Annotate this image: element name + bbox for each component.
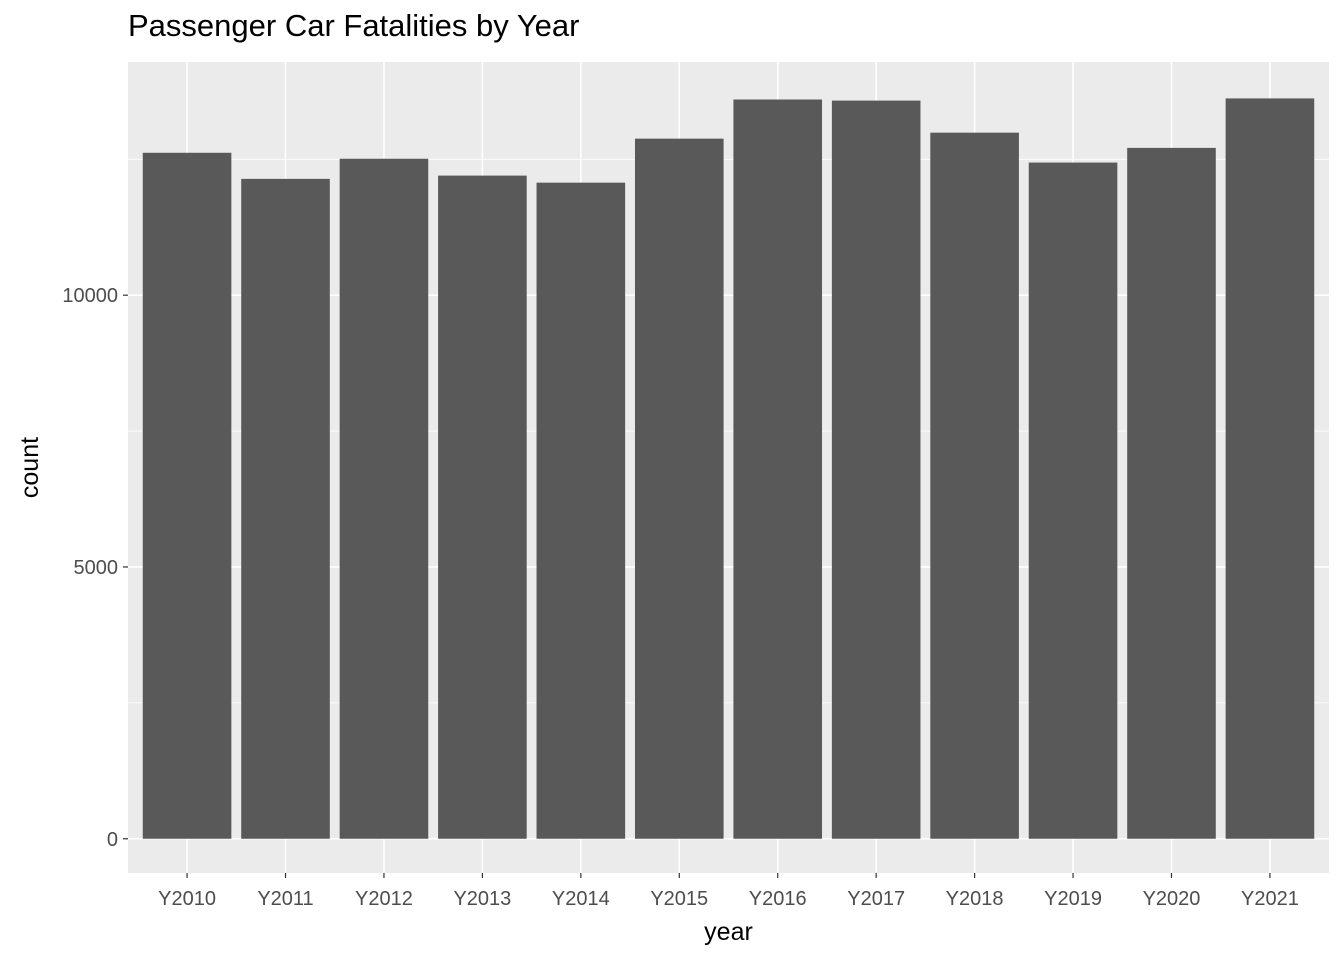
- y-axis-title: count: [16, 437, 44, 498]
- y-axis-ticks: 0 5000 10000: [62, 285, 128, 851]
- bar-Y2012: [339, 158, 429, 839]
- bars: [142, 98, 1315, 839]
- bar-Y2018: [930, 132, 1019, 839]
- x-tick-label: Y2013: [453, 888, 511, 910]
- x-tick-label: Y2012: [355, 888, 413, 910]
- x-tick-label: Y2017: [847, 888, 905, 910]
- x-axis-ticks: Y2010 Y2011 Y2012 Y2013 Y2014 Y2015 Y2016 Y2017…: [158, 873, 1299, 910]
- bar-Y2016: [733, 99, 823, 839]
- bar-Y2020: [1127, 147, 1216, 839]
- x-tick-label: Y2021: [1241, 888, 1299, 910]
- x-tick-label: Y2016: [749, 888, 807, 910]
- y-tick-label: 10000: [62, 285, 118, 307]
- bar-Y2014: [536, 182, 626, 839]
- bar-Y2015: [634, 138, 724, 839]
- y-tick-label: 5000: [74, 557, 119, 579]
- chart-title: Passenger Car Fatalities by Year: [128, 8, 580, 43]
- bar-Y2010: [142, 152, 232, 839]
- x-tick-label: Y2010: [158, 888, 216, 910]
- bar-Y2021: [1225, 98, 1315, 839]
- x-tick-label: Y2019: [1044, 888, 1102, 910]
- y-tick-label: 0: [107, 829, 118, 851]
- x-tick-label: Y2014: [552, 888, 610, 910]
- bar-Y2017: [831, 100, 921, 839]
- bar-Y2013: [438, 175, 527, 839]
- x-tick-label: Y2015: [650, 888, 708, 910]
- bar-Y2019: [1028, 162, 1118, 839]
- x-axis-title: year: [704, 918, 753, 946]
- x-tick-label: Y2018: [946, 888, 1004, 910]
- x-tick-label: Y2011: [257, 888, 313, 910]
- x-tick-label: Y2020: [1143, 888, 1201, 910]
- bar-Y2011: [241, 178, 330, 839]
